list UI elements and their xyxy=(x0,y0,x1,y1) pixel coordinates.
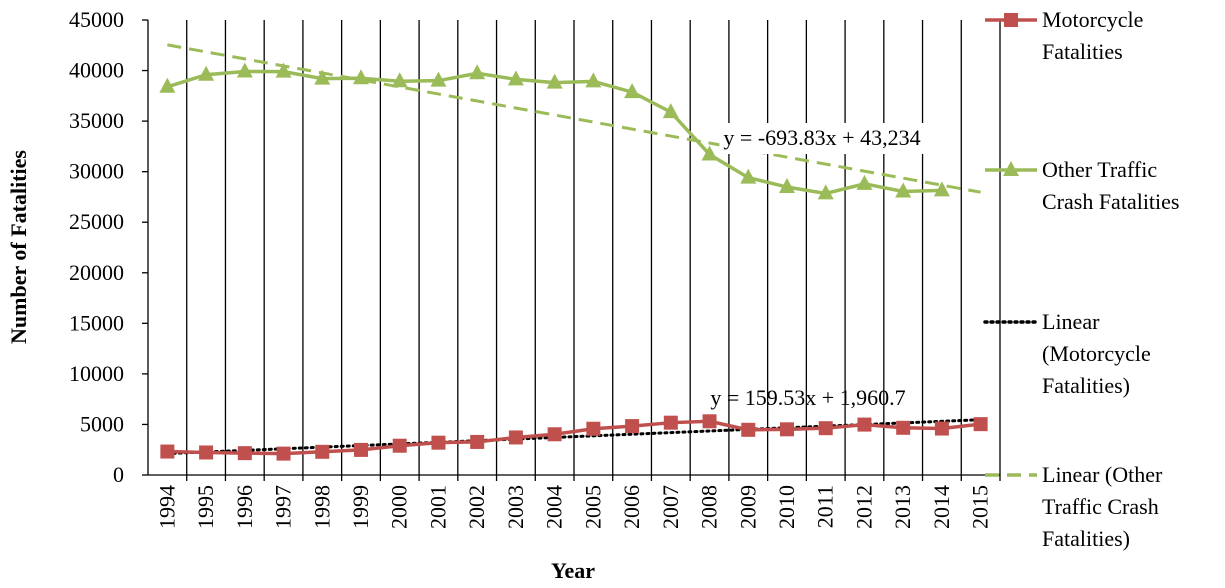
legend-label: Motorcycle Fatalities xyxy=(1042,7,1143,64)
marker xyxy=(624,83,641,99)
marker xyxy=(856,174,873,190)
x-tick-label: 2007 xyxy=(658,485,683,529)
marker xyxy=(818,421,833,436)
marker xyxy=(431,435,446,450)
y-tick-label: 10000 xyxy=(69,361,124,386)
marker xyxy=(392,438,407,453)
legend-line: (Motorcycle xyxy=(1042,341,1151,366)
marker xyxy=(354,442,368,457)
marker xyxy=(662,103,679,119)
x-tick-label: 1998 xyxy=(309,485,334,529)
marker xyxy=(237,446,252,461)
marker xyxy=(236,62,253,78)
trendline-equation: y = 159.53x + 1,960.7 xyxy=(710,385,905,410)
x-tick-label: 2005 xyxy=(580,485,605,529)
legend-label: Linear (Motorcycle Fatalities) xyxy=(1042,309,1151,398)
trendline xyxy=(167,43,981,194)
marker xyxy=(934,421,949,436)
legend-line: Linear (Other xyxy=(1042,462,1163,487)
x-tick-label: 2014 xyxy=(929,485,954,529)
x-tick-label: 1996 xyxy=(232,485,257,529)
marker xyxy=(933,181,950,197)
x-tick-label: 1997 xyxy=(271,485,296,529)
marker xyxy=(740,168,757,184)
marker xyxy=(741,422,756,437)
marker xyxy=(779,178,795,194)
marker xyxy=(895,182,912,198)
marker xyxy=(701,145,718,161)
legend-line: Fatalities) xyxy=(1042,526,1130,551)
series-line xyxy=(167,419,981,456)
marker xyxy=(469,64,486,80)
marker xyxy=(470,434,485,449)
marker xyxy=(817,184,834,200)
marker xyxy=(430,71,447,87)
marker xyxy=(857,417,872,432)
marker xyxy=(276,446,291,461)
marker xyxy=(314,69,331,85)
legend-label: Linear (Other Traffic Crash Fatalities) xyxy=(1042,462,1163,551)
y-tick-label: 25000 xyxy=(69,209,124,234)
legend-line: Other Traffic xyxy=(1042,157,1157,182)
marker xyxy=(199,445,214,460)
marker xyxy=(973,417,988,432)
marker xyxy=(198,65,215,81)
marker xyxy=(585,72,602,88)
y-tick-label: 5000 xyxy=(80,411,124,436)
marker xyxy=(508,430,523,445)
x-tick-label: 2009 xyxy=(735,485,760,529)
y-tick-label: 15000 xyxy=(69,310,124,335)
x-tick-label: 2013 xyxy=(890,485,915,529)
x-tick-label: 2011 xyxy=(813,485,838,528)
marker xyxy=(1003,161,1019,176)
y-tick-label: 30000 xyxy=(69,159,124,184)
marker xyxy=(391,72,408,88)
legend-line: Linear xyxy=(1042,309,1100,334)
marker xyxy=(315,444,330,459)
legend-label: Other Traffic Crash Fatalities xyxy=(1042,157,1179,214)
legend-line: Motorcycle xyxy=(1042,7,1143,32)
marker xyxy=(896,420,911,435)
marker xyxy=(546,73,563,89)
x-tick-label: 1999 xyxy=(348,485,373,529)
x-tick-label: 2008 xyxy=(697,485,722,529)
y-tick-label: 20000 xyxy=(69,260,124,285)
marker xyxy=(547,427,562,442)
label-background xyxy=(719,123,925,154)
marker xyxy=(507,70,524,86)
marker xyxy=(586,421,601,436)
marker xyxy=(625,419,640,434)
y-tick-label: 0 xyxy=(113,462,124,487)
x-tick-label: 2015 xyxy=(968,485,993,529)
x-tick-label: 2000 xyxy=(387,485,412,529)
y-tick-label: 40000 xyxy=(69,58,124,83)
x-tick-label: 2004 xyxy=(542,485,567,529)
marker xyxy=(159,77,176,93)
marker xyxy=(663,415,678,430)
x-tick-label: 2003 xyxy=(503,485,528,529)
legend-line: Fatalities) xyxy=(1042,373,1130,398)
y-tick-label: 35000 xyxy=(69,108,124,133)
x-tick-label: 2001 xyxy=(425,485,450,529)
x-tick-label: 2010 xyxy=(774,485,799,529)
legend-line: Traffic Crash xyxy=(1042,494,1159,519)
x-axis-title: Year xyxy=(551,558,595,583)
x-tick-label: 2002 xyxy=(464,485,489,529)
legend-line: Crash Fatalities xyxy=(1042,189,1179,214)
y-axis-title: Number of Fatalities xyxy=(6,150,31,344)
marker xyxy=(1004,13,1018,27)
marker xyxy=(353,69,369,85)
y-tick-label: 45000 xyxy=(69,7,124,32)
marker xyxy=(702,414,717,429)
trendline-equation: y = -693.83x + 43,234 xyxy=(723,125,920,150)
marker xyxy=(780,422,794,437)
x-tick-label: 1994 xyxy=(154,485,179,529)
x-tick-label: 2006 xyxy=(619,485,644,529)
x-tick-label: 2012 xyxy=(851,485,876,529)
legend-line: Fatalities xyxy=(1042,39,1123,64)
marker xyxy=(275,62,292,78)
x-tick-label: 1995 xyxy=(193,485,218,529)
marker xyxy=(160,444,175,459)
